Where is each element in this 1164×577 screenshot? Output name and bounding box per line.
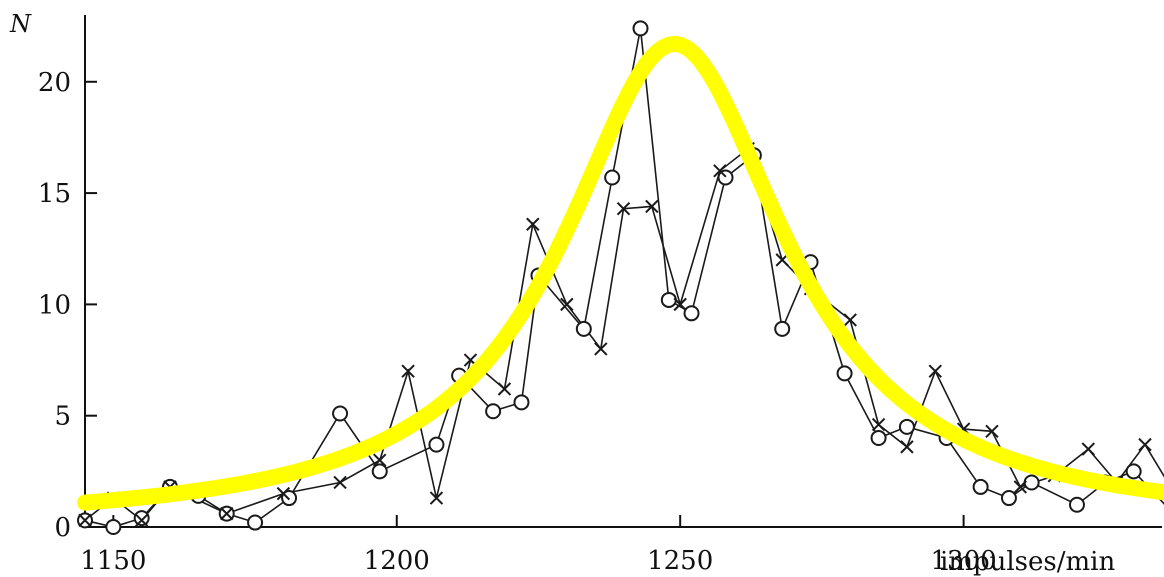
data-point-cross <box>900 440 914 454</box>
x-tick-label: 1200 <box>364 546 430 576</box>
data-point-circle <box>604 169 621 186</box>
y-tick-label: 5 <box>54 402 71 432</box>
cross-stroke <box>220 506 234 521</box>
data-point-cross <box>401 364 415 378</box>
data-point-circle <box>1125 463 1142 480</box>
data-point-cross <box>429 491 444 505</box>
fit-curve <box>77 35 1164 511</box>
cross-stroke <box>333 475 347 490</box>
data-point-cross <box>1013 480 1027 494</box>
data-point-cross <box>843 313 857 327</box>
data-point-circle <box>247 514 264 531</box>
data-point-circle <box>774 320 791 337</box>
data-point-circle <box>485 403 502 420</box>
data-point-circle <box>632 20 649 37</box>
cross-stroke <box>713 164 727 178</box>
cross-stroke <box>616 201 631 216</box>
data-point-cross <box>713 164 727 178</box>
cross-stroke <box>526 217 540 231</box>
cross-stroke <box>985 424 999 438</box>
data-point-circle <box>870 429 887 446</box>
cross-stroke <box>401 364 415 378</box>
data-point-cross <box>871 417 886 432</box>
cross-stroke <box>1138 437 1152 452</box>
cross-stroke <box>276 486 291 501</box>
y-tick-label: 10 <box>38 290 71 320</box>
cross-stroke <box>78 513 92 528</box>
y-axis-label: N <box>9 10 32 38</box>
x-tick-label: 1250 <box>647 546 713 576</box>
cross-stroke <box>594 342 608 356</box>
chart-axes <box>84 15 1162 528</box>
cross-stroke <box>429 491 444 505</box>
data-point-cross <box>594 342 608 356</box>
data-point-circle <box>1068 496 1085 513</box>
data-point-circle <box>1023 474 1040 491</box>
cross-stroke <box>497 382 512 396</box>
data-point-circle <box>1000 490 1017 507</box>
data-point-circle <box>898 418 915 435</box>
cross-stroke <box>373 453 387 467</box>
data-point-cross <box>497 382 512 396</box>
cross-stroke <box>673 297 687 312</box>
cross-stroke <box>134 513 149 528</box>
x-tick-label: 1150 <box>80 546 146 576</box>
cross-stroke <box>463 353 478 367</box>
y-tick-label: 0 <box>54 513 71 543</box>
data-point-circle <box>133 510 150 527</box>
cross-stroke <box>843 313 857 327</box>
data-point-cross <box>1138 437 1152 452</box>
data-point-cross <box>220 506 234 521</box>
data-point-cross <box>78 513 92 528</box>
data-point-cross <box>134 513 149 528</box>
y-tick-label: 15 <box>38 179 71 209</box>
data-point-cross <box>645 199 659 214</box>
cross-stroke <box>1013 480 1027 494</box>
cross-stroke <box>900 440 914 454</box>
data-point-cross <box>673 297 687 312</box>
fit-curve-group <box>77 35 1164 511</box>
cross-stroke <box>928 364 942 378</box>
x-axis-label: impulses/min <box>940 547 1115 577</box>
data-point-circle <box>836 365 853 382</box>
data-point-circle <box>575 320 592 337</box>
data-point-circle <box>513 394 530 411</box>
data-point-circle <box>972 478 989 495</box>
cross-stroke <box>645 199 659 214</box>
data-point-cross <box>1081 442 1096 456</box>
x-tick-label: 1300 <box>931 546 997 576</box>
data-point-cross <box>560 297 574 312</box>
data-point-circle <box>660 291 677 308</box>
data-point-cross <box>373 453 387 467</box>
y-tick-label: 20 <box>38 68 71 98</box>
data-point-circle <box>683 305 700 322</box>
data-point-circle <box>332 405 349 422</box>
data-point-cross <box>616 201 631 216</box>
cross-stroke <box>1081 442 1096 456</box>
data-point-cross <box>928 364 942 378</box>
data-point-cross <box>526 217 540 231</box>
data-point-cross <box>276 486 291 501</box>
data-point-circle <box>105 519 122 535</box>
cross-stroke <box>560 297 574 312</box>
data-point-cross <box>333 475 347 490</box>
data-point-cross <box>985 424 999 438</box>
x-tick-labels: 1150 1200 1250 1300 <box>80 546 996 576</box>
series-line-crosses <box>84 147 1164 522</box>
data-point-circle <box>428 436 445 453</box>
data-point-circle <box>371 463 388 480</box>
cross-stroke <box>871 417 886 432</box>
y-tick-labels: 0 5 10 15 20 <box>38 68 71 543</box>
